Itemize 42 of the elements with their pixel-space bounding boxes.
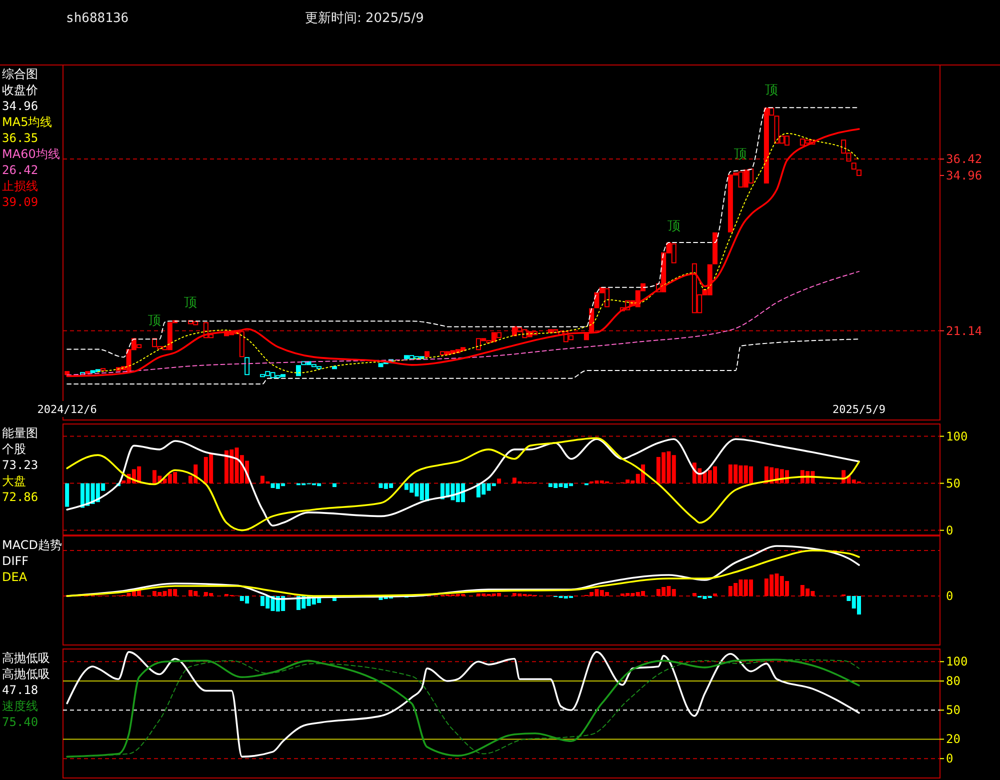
annotation: 顶: [184, 296, 197, 311]
y-tick-label: 80: [946, 674, 960, 688]
y-axis-title: MACD趋势: [2, 538, 62, 552]
chart-subtitle: 更新时间: 2025/5/9: [305, 11, 424, 26]
x-tick-label: 2025/5/9: [832, 403, 886, 416]
y-tick-label: 21.14: [946, 324, 982, 338]
y-tick-label: 0: [946, 752, 954, 766]
text: 高抛低吸: [2, 667, 50, 681]
chart-title: sh688136: [66, 11, 129, 26]
text: 26.42: [2, 163, 38, 177]
text: 大盘: [2, 474, 26, 488]
y-tick-label: 100: [946, 429, 968, 444]
text: 73.23: [2, 458, 38, 472]
y-axis-title: 能量图: [2, 426, 38, 440]
y-tick-label: 36.42: [946, 152, 982, 166]
text: 75.40: [2, 715, 38, 729]
text: 39.09: [2, 195, 38, 209]
y-axis-title: 综合图: [2, 67, 38, 81]
annotation: 顶: [734, 146, 748, 162]
x-tick-label: 2024/12/6: [37, 403, 97, 416]
annotation: 顶: [667, 218, 680, 234]
text: 止损线: [2, 179, 38, 193]
text: 34.96: [2, 99, 38, 113]
y-axis-title: 高抛低吸: [2, 651, 50, 665]
annotation: 顶: [765, 83, 778, 98]
y-tick-label: 34.96: [946, 168, 982, 182]
text: MA5均线: [2, 115, 52, 129]
text: DEA: [2, 570, 28, 584]
text: DIFF: [2, 554, 29, 568]
text: 收盘价: [2, 83, 38, 97]
y-tick-label: 50: [946, 476, 960, 490]
text: 速度线: [2, 699, 38, 713]
annotation: 顶: [148, 314, 161, 329]
text: 个股: [2, 442, 26, 456]
text: 47.18: [2, 683, 38, 697]
text: 72.86: [2, 490, 38, 504]
y-tick-label: 100: [946, 654, 968, 669]
text: MA60均线: [2, 147, 60, 161]
y-tick-label: 20: [946, 732, 960, 746]
text: 36.35: [2, 131, 38, 145]
y-tick-label: 0: [946, 523, 954, 538]
y-tick-label: 50: [946, 703, 960, 718]
